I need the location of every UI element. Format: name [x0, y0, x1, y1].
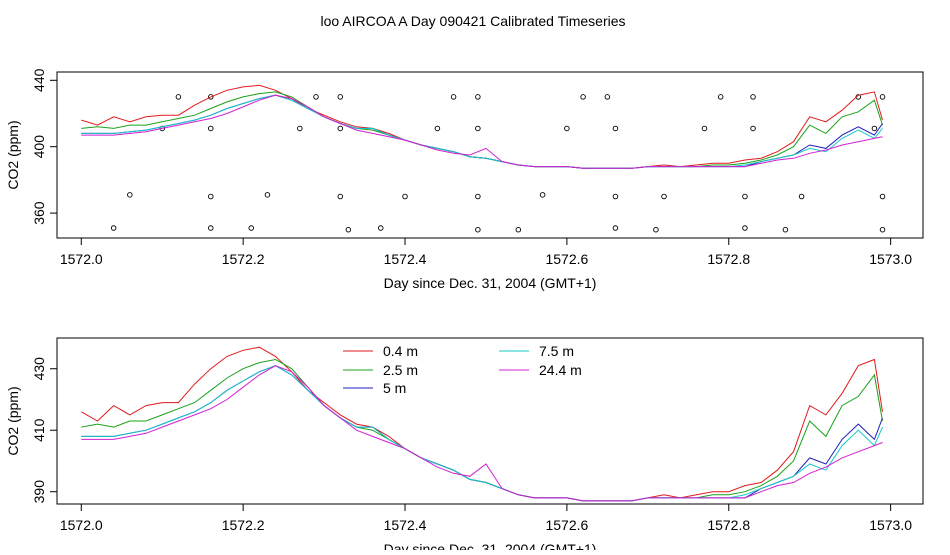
x-tick-label: 1573.0 [869, 251, 912, 267]
x-tick-label: 1572.6 [545, 517, 588, 533]
top-x-axis-label: Day since Dec. 31, 2004 (GMT+1) [384, 275, 597, 291]
reference-point [798, 193, 805, 200]
legend: 0.4 m 2.5 m 5 m 7.5 m 24.4 m [343, 343, 582, 396]
reference-point [313, 94, 319, 100]
y-tick-label: 410 [31, 418, 47, 442]
x-tick-label: 1572.6 [545, 251, 588, 267]
reference-point [475, 125, 481, 132]
bottom-series-lines [81, 346, 883, 502]
top-x-axis: 1572.0 1572.2 1572.4 1572.6 1572.8 1573.0 [60, 238, 912, 267]
reference-point [742, 225, 748, 231]
reference-point [871, 125, 878, 132]
series-line-24-4-m [81, 94, 883, 169]
series-line-7-5-m [81, 365, 883, 502]
reference-point [127, 192, 133, 198]
x-tick-label: 1572.2 [222, 517, 265, 533]
reference-point [297, 125, 303, 132]
reference-point [402, 193, 408, 200]
legend-label: 7.5 m [539, 343, 574, 359]
series-line-2-5-m [81, 91, 883, 169]
x-tick-label: 1572.2 [222, 251, 265, 267]
reference-point [750, 94, 756, 100]
reference-point [377, 225, 384, 231]
legend-label: 2.5 m [383, 362, 418, 378]
x-tick-label: 1572.8 [707, 517, 750, 533]
reference-point [604, 94, 611, 100]
reference-point [264, 192, 271, 198]
series-line-24-4-m [81, 365, 883, 502]
reference-point [879, 94, 886, 100]
reference-point [337, 94, 344, 100]
y-tick-label: 360 [31, 201, 47, 225]
top-y-axis: 360 400 440 [31, 68, 57, 225]
reference-point [175, 94, 182, 100]
reference-point [612, 193, 619, 200]
reference-point [450, 94, 457, 100]
reference-point [612, 225, 619, 231]
reference-point [110, 225, 117, 231]
legend-label: 24.4 m [539, 362, 582, 378]
reference-point [475, 226, 481, 233]
reference-point [653, 226, 659, 233]
bottom-x-axis: 1572.0 1572.2 1572.4 1572.6 1572.8 1573.0 [60, 504, 912, 533]
reference-point [580, 94, 586, 100]
reference-point [564, 125, 570, 132]
bottom-plot-frame [56, 337, 924, 505]
reference-point [208, 125, 214, 132]
y-tick-label: 430 [31, 357, 47, 381]
x-tick-label: 1572.8 [707, 251, 750, 267]
x-tick-label: 1572.4 [384, 251, 427, 267]
series-line-2-5-m [81, 358, 883, 502]
bottom-x-axis-label: Day since Dec. 31, 2004 (GMT+1) [384, 541, 597, 550]
reference-point [337, 193, 344, 200]
reference-point [612, 125, 619, 132]
reference-point [879, 226, 886, 233]
bottom-y-axis: 390 410 430 [31, 357, 57, 504]
reference-point [717, 94, 724, 100]
reference-point [782, 226, 789, 233]
top-plot-frame [56, 71, 924, 239]
reference-point [208, 94, 214, 100]
x-tick-label: 1572.0 [60, 517, 103, 533]
x-tick-label: 1572.0 [60, 251, 103, 267]
series-line-5-m [81, 365, 883, 502]
reference-point [701, 125, 708, 132]
top-reference-points [110, 94, 886, 233]
reference-point [750, 125, 756, 132]
reference-point [337, 125, 344, 132]
bottom-y-axis-label: CO2 (ppm) [5, 386, 21, 455]
bottom-panel: 1572.0 1572.2 1572.4 1572.6 1572.8 1573.0 390… [5, 337, 924, 555]
top-y-axis-label: CO2 (ppm) [5, 120, 21, 189]
reference-point [345, 226, 352, 233]
reference-point [475, 94, 481, 100]
reference-point [879, 193, 886, 200]
top-series-lines [81, 84, 883, 169]
series-line-0-4-m [81, 346, 883, 502]
reference-point [208, 225, 214, 231]
reference-point [248, 225, 254, 231]
reference-point [661, 193, 667, 200]
legend-label: 0.4 m [383, 343, 418, 359]
reference-point [539, 192, 546, 198]
chart-title: loo AIRCOA A Day 090421 Calibrated Times… [320, 13, 625, 29]
y-tick-label: 390 [31, 480, 47, 504]
legend-label: 5 m [383, 380, 406, 396]
reference-point [434, 125, 441, 132]
y-tick-label: 400 [31, 135, 47, 159]
reference-point [208, 193, 214, 200]
reference-point [742, 193, 748, 200]
x-tick-label: 1572.4 [384, 517, 427, 533]
series-line-7-5-m [81, 94, 883, 169]
reference-point [515, 226, 522, 233]
reference-point [475, 193, 481, 200]
y-tick-label: 440 [31, 68, 47, 92]
x-tick-label: 1573.0 [869, 517, 912, 533]
top-panel: 1572.0 1572.2 1572.4 1572.6 1572.8 1573.0 360… [5, 68, 924, 291]
series-line-0-4-m [81, 84, 883, 169]
